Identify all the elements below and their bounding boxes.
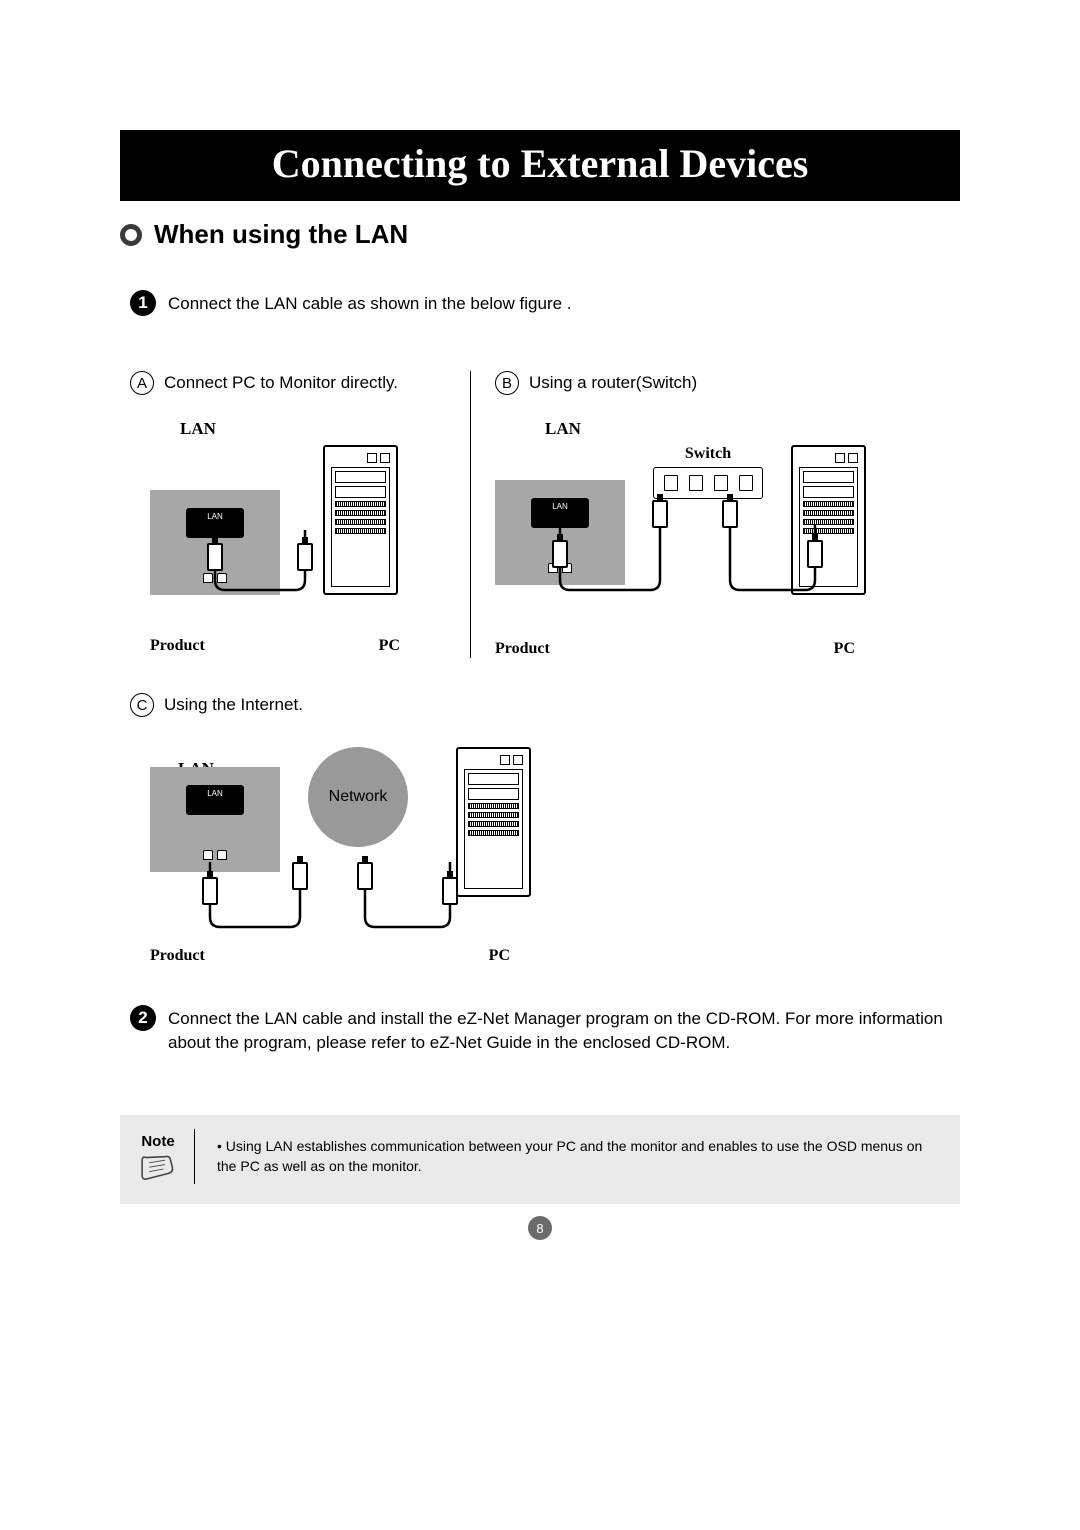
lan-port-icon: LAN: [186, 508, 244, 538]
option-b-header: B Using a router(Switch): [495, 371, 900, 395]
pc-label: PC: [834, 640, 855, 658]
bullet-icon: [120, 224, 142, 246]
option-b: B Using a router(Switch) LAN LAN Switch: [470, 371, 900, 658]
note-box: Note • Using LAN establishes communicati…: [120, 1115, 960, 1204]
note-body: Using LAN establishes communication betw…: [217, 1138, 922, 1174]
plug-icon: [552, 540, 568, 568]
lan-label-b: LAN: [545, 419, 581, 439]
plug-icon: [442, 877, 458, 905]
option-c-title: Using the Internet.: [164, 695, 303, 715]
product-label: Product: [495, 640, 550, 658]
product-label: Product: [150, 637, 205, 655]
caption-row-b: Product PC: [495, 640, 855, 658]
pc-label: PC: [489, 947, 510, 965]
note-label: Note: [141, 1133, 174, 1150]
monitor-icon: LAN: [495, 480, 625, 585]
option-a-header: A Connect PC to Monitor directly.: [130, 371, 470, 395]
plug-icon: [807, 540, 823, 568]
letter-b-icon: B: [495, 371, 519, 395]
switch-icon: [653, 467, 763, 499]
step-2: 2 Connect the LAN cable and install the …: [130, 1005, 960, 1055]
plug-icon: [722, 500, 738, 528]
lan-label-a: LAN: [180, 419, 216, 439]
lan-port-icon: LAN: [186, 785, 244, 815]
section-title: When using the LAN: [154, 219, 408, 250]
monitor-icon: LAN: [150, 767, 280, 872]
lan-port-icon: LAN: [531, 498, 589, 528]
network-label: Network: [329, 788, 388, 806]
page-number: 8: [528, 1216, 552, 1240]
diagram-a: LAN LAN: [130, 395, 470, 655]
step-1: 1 Connect the LAN cable as shown in the …: [130, 290, 960, 316]
title-bar: Connecting to External Devices: [120, 130, 960, 201]
diagram-b: LAN LAN Switch: [495, 395, 900, 658]
plug-icon: [357, 862, 373, 890]
caption-row-c: Product PC: [150, 947, 510, 965]
product-label: Product: [150, 947, 205, 965]
caption-row-a: Product PC: [150, 637, 400, 655]
note-bullet: •: [217, 1138, 222, 1154]
note-text: • Using LAN establishes communication be…: [209, 1136, 940, 1177]
page-title: Connecting to External Devices: [120, 140, 960, 187]
letter-a-icon: A: [130, 371, 154, 395]
letter-c-icon: C: [130, 693, 154, 717]
plug-icon: [297, 543, 313, 571]
options-row-ab: A Connect PC to Monitor directly. LAN LA…: [130, 371, 960, 658]
diagram-c: LAN LAN Network: [130, 747, 960, 965]
pc-tower-icon: [323, 445, 398, 595]
step-1-text: Connect the LAN cable as shown in the be…: [168, 290, 572, 316]
step-number-icon: 1: [130, 290, 156, 316]
section-header: When using the LAN: [120, 219, 960, 250]
pc-label: PC: [379, 637, 400, 655]
port-holes-icon: [203, 573, 227, 583]
pc-tower-icon: [456, 747, 531, 897]
switch-label: Switch: [685, 445, 731, 463]
option-b-title: Using a router(Switch): [529, 373, 697, 393]
option-a: A Connect PC to Monitor directly. LAN LA…: [130, 371, 470, 658]
note-icon-column: Note: [140, 1129, 195, 1184]
step-2-text: Connect the LAN cable and install the eZ…: [168, 1005, 960, 1055]
option-a-title: Connect PC to Monitor directly.: [164, 373, 398, 393]
plug-icon: [207, 543, 223, 571]
manual-page: Connecting to External Devices When usin…: [0, 0, 1080, 1204]
paper-icon: [140, 1154, 176, 1184]
network-cloud-icon: Network: [308, 747, 408, 847]
port-holes-icon: [203, 850, 227, 860]
pc-tower-icon: [791, 445, 866, 595]
plug-icon: [292, 862, 308, 890]
option-c: C Using the Internet. LAN LAN Network: [130, 693, 960, 965]
plug-icon: [202, 877, 218, 905]
step-number-icon: 2: [130, 1005, 156, 1031]
option-c-header: C Using the Internet.: [130, 693, 960, 717]
plug-icon: [652, 500, 668, 528]
